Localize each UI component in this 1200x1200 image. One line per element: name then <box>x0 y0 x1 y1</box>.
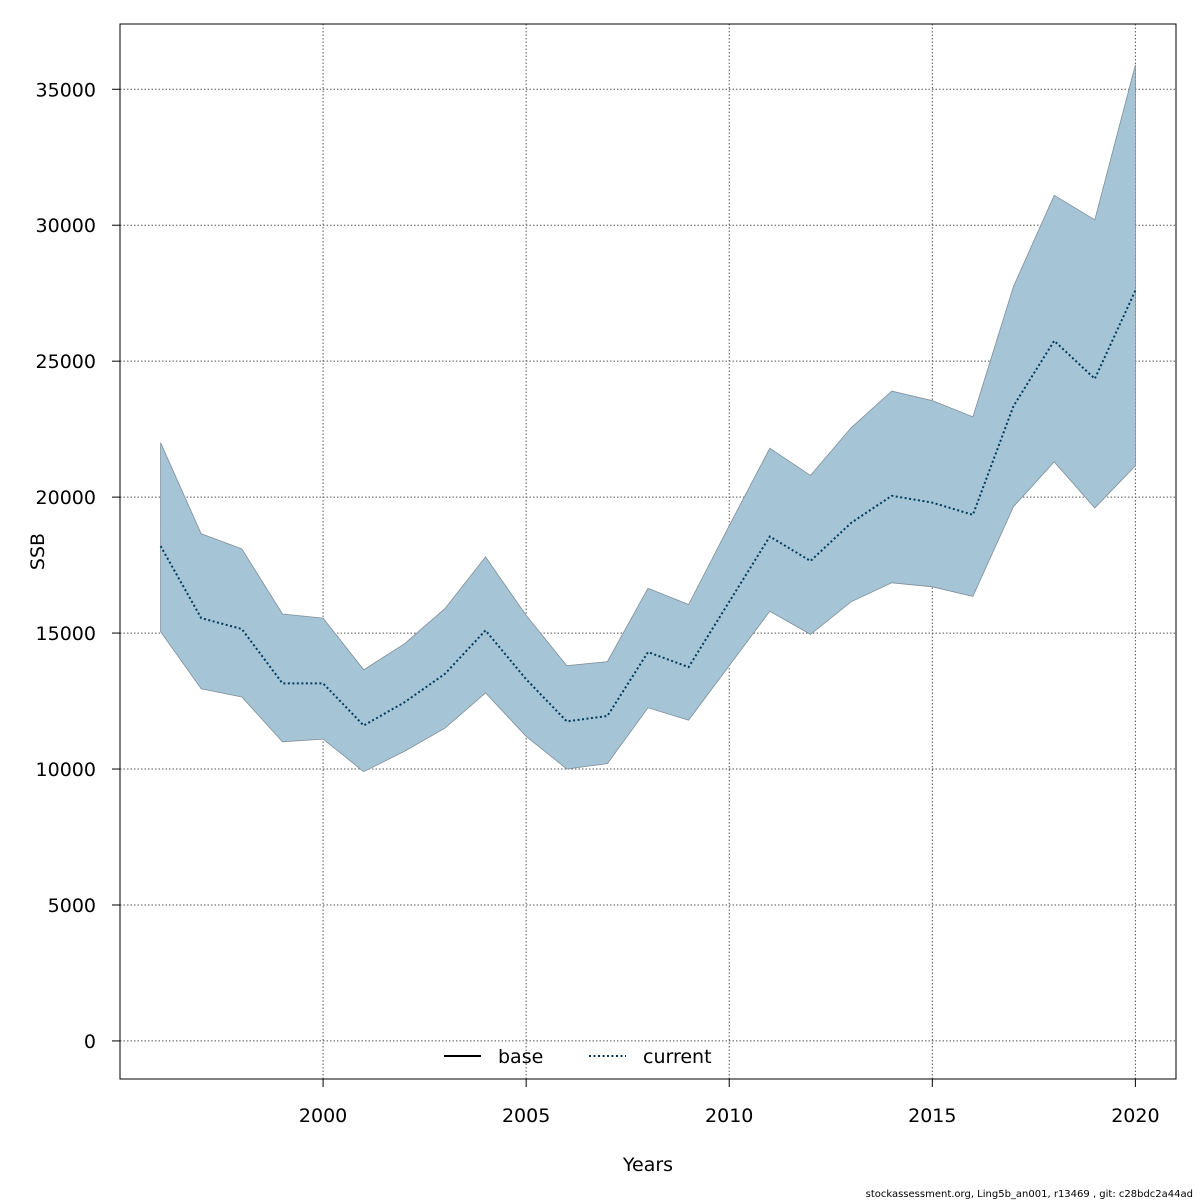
y-tick-label: 25000 <box>36 351 96 373</box>
x-tick-label: 2005 <box>502 1105 550 1127</box>
y-axis-title: SSB <box>27 533 49 570</box>
x-tick-label: 2015 <box>908 1105 956 1127</box>
x-axis-title: Years <box>622 1154 673 1176</box>
y-tick-label: 5000 <box>48 895 96 917</box>
footer-note: stockassessment.org, Ling5b_an001, r1346… <box>866 1189 1193 1200</box>
x-axis: 2000 2005 2010 2015 2020 <box>299 1079 1160 1127</box>
y-tick-label: 15000 <box>36 623 96 645</box>
legend: base current <box>444 1046 712 1068</box>
plot-frame <box>119 23 1177 1080</box>
y-tick-label: 30000 <box>36 215 96 237</box>
y-tick-label: 35000 <box>36 79 96 101</box>
confidence-band-current <box>160 64 1136 773</box>
confidence-bands <box>160 64 1136 773</box>
grid-lines <box>120 24 1176 1079</box>
x-tick-label: 2020 <box>1111 1105 1159 1127</box>
y-tick-label: 20000 <box>36 487 96 509</box>
legend-label-base: base <box>498 1046 543 1068</box>
legend-label-current: current <box>643 1046 712 1068</box>
y-tick-label: 0 <box>84 1031 96 1053</box>
x-tick-label: 2000 <box>299 1105 347 1127</box>
x-tick-label: 2010 <box>705 1105 753 1127</box>
y-axis: 0 5000 10000 15000 20000 25000 30000 35000 <box>36 79 120 1053</box>
y-tick-label: 10000 <box>36 759 96 781</box>
